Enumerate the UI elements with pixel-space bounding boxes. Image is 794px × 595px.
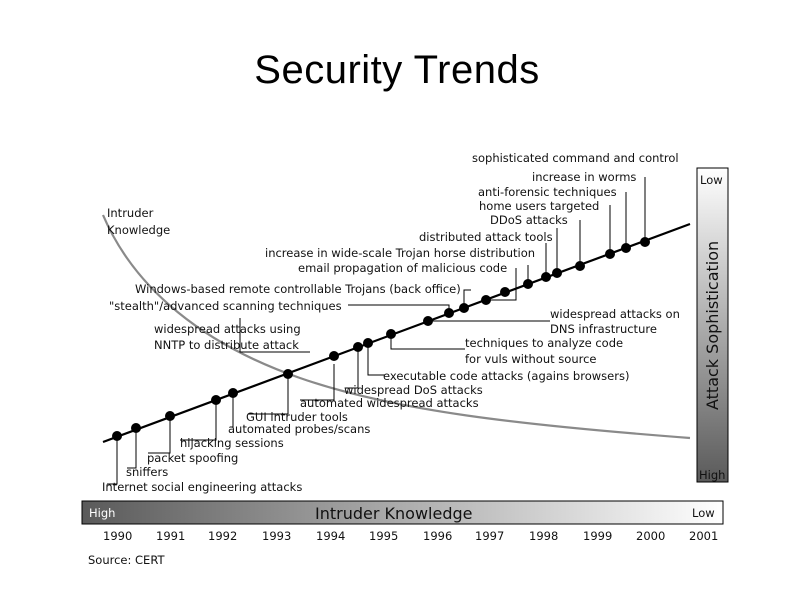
event-marker bbox=[621, 243, 631, 253]
event-label: automated probes/scans bbox=[228, 422, 370, 436]
year-label: 1992 bbox=[208, 529, 237, 543]
page-title: Security Trends bbox=[254, 48, 540, 92]
intruder-knowledge-curve bbox=[101, 214, 691, 440]
event-label: widespread attacks on bbox=[550, 307, 680, 321]
event-marker bbox=[165, 411, 175, 421]
knowledge-high-label: High bbox=[89, 506, 115, 520]
event-marker bbox=[211, 395, 221, 405]
event-marker bbox=[605, 249, 615, 259]
event-label: increase in wide-scale Trojan horse dist… bbox=[265, 246, 535, 260]
event-marker bbox=[363, 338, 373, 348]
source-note: Source: CERT bbox=[88, 553, 165, 567]
year-label: 1994 bbox=[316, 529, 345, 543]
attack-sophistication-trend-line bbox=[102, 222, 691, 444]
event-label: automated widespread attacks bbox=[300, 396, 479, 410]
year-label: 1999 bbox=[583, 529, 612, 543]
event-label: sniffers bbox=[126, 465, 168, 479]
event-label: executable code attacks (agains browsers… bbox=[383, 369, 629, 383]
event-markers bbox=[112, 237, 650, 441]
knowledge-low-label: Low bbox=[692, 506, 715, 520]
curve-label-line2: Knowledge bbox=[107, 223, 170, 237]
event-marker bbox=[353, 342, 363, 352]
year-axis: 1990 1991 1992 1993 1994 1995 1996 1997 … bbox=[103, 529, 718, 543]
event-marker bbox=[523, 279, 533, 289]
event-label: Windows-based remote controllable Trojan… bbox=[135, 282, 461, 296]
event-label: packet spoofing bbox=[147, 451, 238, 465]
intruder-knowledge-bar: High Intruder Knowledge Low bbox=[81, 500, 724, 525]
sophistication-high-label: High bbox=[699, 468, 725, 482]
event-marker bbox=[228, 388, 238, 398]
event-marker bbox=[112, 431, 122, 441]
year-label: 1991 bbox=[156, 529, 185, 543]
event-marker bbox=[575, 261, 585, 271]
event-label: home users targeted bbox=[479, 199, 599, 213]
event-marker bbox=[459, 303, 469, 313]
event-label: anti-forensic techniques bbox=[478, 185, 617, 199]
event-marker bbox=[423, 316, 433, 326]
event-label: techniques to analyze code bbox=[465, 336, 623, 350]
event-marker bbox=[131, 423, 141, 433]
event-marker bbox=[481, 295, 491, 305]
event-label: Internet social engineering attacks bbox=[102, 480, 302, 494]
event-marker bbox=[640, 237, 650, 247]
year-label: 1997 bbox=[475, 529, 504, 543]
year-label: 1990 bbox=[103, 529, 132, 543]
year-label: 1993 bbox=[262, 529, 291, 543]
event-marker bbox=[283, 369, 293, 379]
event-label: email propagation of malicious code bbox=[298, 261, 507, 275]
event-label: distributed attack tools bbox=[419, 230, 553, 244]
year-label: 1995 bbox=[369, 529, 398, 543]
event-marker bbox=[329, 351, 339, 361]
event-label: widespread DoS attacks bbox=[344, 383, 483, 397]
event-marker bbox=[541, 272, 551, 282]
event-marker bbox=[386, 329, 396, 339]
event-label: "stealth"/advanced scanning techniques bbox=[109, 299, 342, 313]
event-label: widespread attacks using bbox=[154, 322, 301, 336]
event-marker bbox=[444, 308, 454, 318]
curve-label-line1: Intruder bbox=[107, 206, 154, 220]
event-label: GUI intruder tools bbox=[246, 410, 348, 424]
event-label: for vuls without source bbox=[465, 352, 596, 366]
event-label: increase in worms bbox=[532, 170, 636, 184]
leader-lines bbox=[107, 177, 646, 485]
event-label: DNS infrastructure bbox=[550, 322, 657, 336]
event-label: NNTP to distribute attack bbox=[154, 338, 299, 352]
knowledge-axis-label: Intruder Knowledge bbox=[315, 504, 472, 523]
year-label: 2000 bbox=[636, 529, 665, 543]
event-labels: Internet social engineering attacks snif… bbox=[102, 151, 680, 494]
event-label: hijacking sessions bbox=[180, 436, 284, 450]
event-marker bbox=[552, 268, 562, 278]
attack-sophistication-bar: Low High Attack Sophistication bbox=[696, 167, 729, 483]
event-label: sophisticated command and control bbox=[472, 151, 679, 165]
year-label: 1998 bbox=[529, 529, 558, 543]
sophistication-low-label: Low bbox=[700, 173, 723, 187]
event-label: DDoS attacks bbox=[490, 213, 568, 227]
event-marker bbox=[500, 287, 510, 297]
year-label: 2001 bbox=[689, 529, 718, 543]
year-label: 1996 bbox=[423, 529, 452, 543]
sophistication-axis-label: Attack Sophistication bbox=[703, 241, 722, 410]
